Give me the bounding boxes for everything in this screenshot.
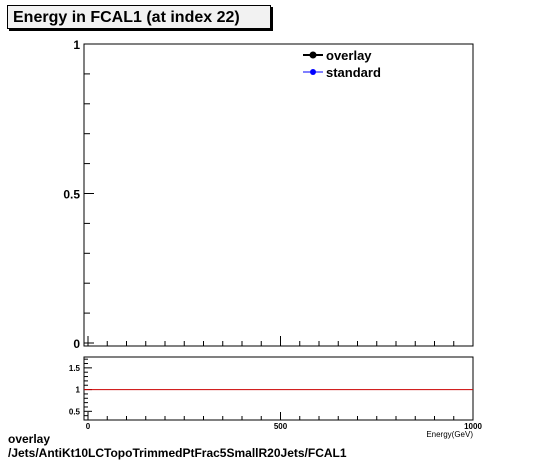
ratio-plot-frame: [83, 356, 474, 421]
footer-line-1: overlay: [8, 432, 51, 446]
ratio-x-tick-label: 0: [86, 422, 91, 431]
legend: overlay standard: [303, 48, 381, 80]
main-axes: 00.51: [63, 38, 474, 351]
ratio-x-tick-label: 1000: [464, 422, 482, 431]
ratio-axes: 0.5 1 1.5 0 500 1000: [69, 358, 482, 431]
chart-title: Energy in FCAL1 (at index 22): [7, 5, 271, 29]
legend-standard-marker: [310, 69, 316, 75]
legend-overlay-marker: [309, 51, 317, 59]
main-plot-frame: [83, 43, 474, 347]
main-y-tick-label: 1: [73, 38, 80, 52]
ratio-x-tick-label: 500: [274, 422, 288, 431]
ratio-y-tick-label: 1: [76, 386, 81, 395]
legend-standard-label: standard: [326, 65, 381, 80]
ratio-y-tick-label: 1.5: [69, 364, 81, 373]
ratio-y-tick-label: 0.5: [69, 407, 81, 416]
footer-line-2: /Jets/AntiKt10LCTopoTrimmedPtFrac5SmallR…: [8, 446, 347, 460]
x-axis-label: Energy(GeV): [426, 430, 473, 439]
legend-overlay-label: overlay: [326, 48, 372, 63]
main-y-tick-label: 0: [73, 337, 80, 351]
main-y-tick-label: 0.5: [63, 188, 80, 202]
